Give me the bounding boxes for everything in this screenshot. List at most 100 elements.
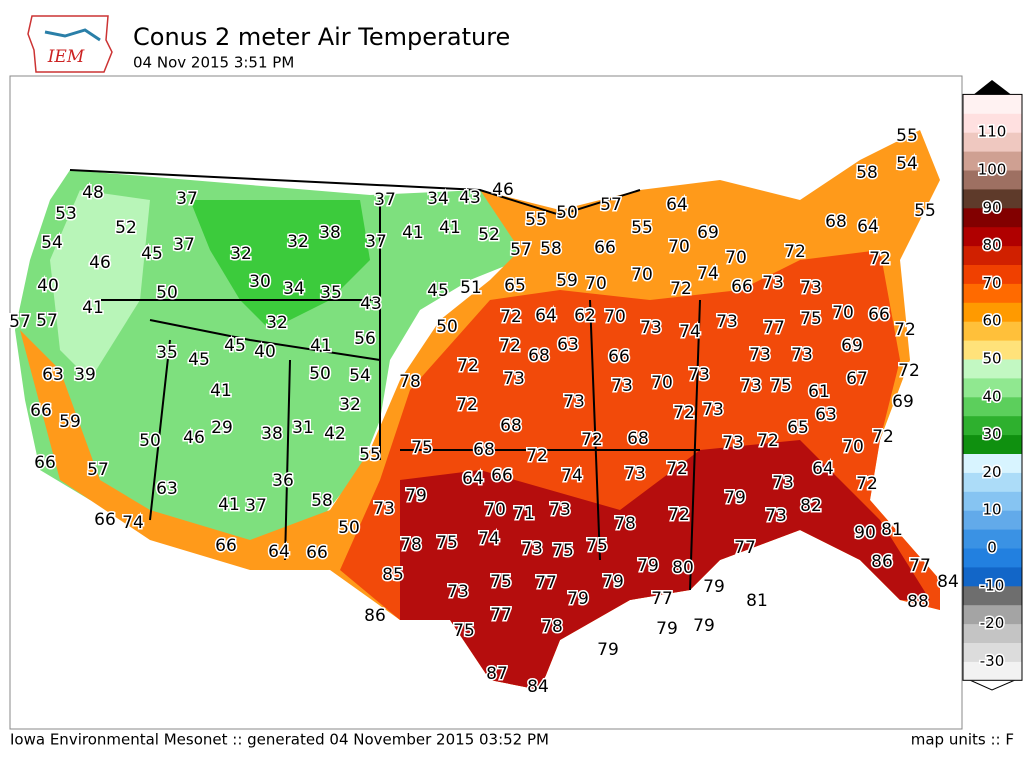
station-temp: 45: [141, 244, 163, 264]
station-temp: 69: [892, 392, 914, 412]
colorbar-bin: [963, 377, 1022, 398]
station-temp: 75: [552, 541, 574, 561]
station-temp: 87: [486, 664, 508, 684]
station-temp: 54: [896, 154, 918, 174]
station-temp: 37: [365, 232, 387, 252]
colorbar-bin: [963, 453, 1022, 473]
station-temp: 73: [740, 376, 762, 396]
colorbar-tick-label: 20: [982, 463, 1001, 481]
station-temp: 64: [666, 195, 688, 215]
station-temp: 72: [456, 395, 478, 415]
station-temp: 72: [457, 356, 479, 376]
station-temp: 81: [746, 591, 768, 611]
station-temp: 68: [627, 429, 649, 449]
station-temp: 63: [156, 479, 178, 499]
station-temp: 79: [405, 486, 427, 506]
station-temp: 73: [716, 312, 738, 332]
station-temp: 73: [722, 433, 744, 453]
colorbar-tick-label: 90: [982, 198, 1001, 216]
station-temp: 68: [473, 440, 495, 460]
colorbar-tick-label: 60: [982, 312, 1001, 330]
station-temp: 73: [521, 539, 543, 559]
station-temp: 54: [41, 233, 63, 253]
station-temp: 46: [183, 428, 205, 448]
region-hottest: [400, 440, 930, 690]
station-temp: 50: [436, 317, 458, 337]
station-temp: 70: [668, 237, 690, 257]
station-temp: 50: [139, 431, 161, 451]
colorbar-bin: [963, 226, 1022, 247]
station-temp: 74: [697, 264, 719, 284]
station-temp: 65: [504, 276, 526, 296]
station-temp: 72: [898, 361, 920, 381]
station-temp: 66: [491, 466, 513, 486]
station-temp: 68: [825, 212, 847, 232]
station-temp: 72: [784, 242, 806, 262]
station-temp: 73: [624, 464, 646, 484]
station-temp: 38: [319, 223, 341, 243]
station-temp: 69: [697, 223, 719, 243]
colorbar-tick-label: 80: [982, 236, 1001, 254]
colorbar-tick-label: 30: [982, 425, 1001, 443]
colorbar-bin: [963, 321, 1022, 341]
station-temp: 29: [211, 418, 233, 438]
station-temp: 70: [484, 500, 506, 520]
station-temp: 50: [556, 203, 578, 223]
station-temp: 73: [563, 392, 585, 412]
station-temp: 45: [188, 350, 210, 370]
station-temp: 58: [856, 163, 878, 183]
region-mild: [50, 190, 150, 380]
station-temp: 75: [586, 536, 608, 556]
station-temp: 79: [693, 616, 715, 636]
station-temp: 38: [261, 424, 283, 444]
colorbar-bin: [963, 151, 1022, 171]
colorbar-tick-label: 100: [978, 161, 1007, 179]
colorbar-bin: [963, 566, 1022, 587]
colorbar-bin: [963, 94, 1022, 114]
station-temp: 73: [702, 400, 724, 420]
colorbar-tick-label: 10: [982, 501, 1001, 519]
station-temp: 73: [447, 582, 469, 602]
station-temp: 43: [459, 188, 481, 208]
station-temp: 58: [311, 491, 333, 511]
station-temp: 64: [268, 542, 290, 562]
station-temp: 48: [82, 183, 104, 203]
station-temp: 37: [374, 190, 396, 210]
station-temp: 63: [815, 405, 837, 425]
station-temp: 52: [478, 225, 500, 245]
colorbar-tick-label: -10: [980, 576, 1005, 594]
station-temp: 72: [666, 459, 688, 479]
station-temp: 78: [400, 535, 422, 555]
colorbar-bin: [963, 604, 1022, 625]
station-temp: 70: [725, 248, 747, 268]
station-temp: 73: [749, 345, 771, 365]
station-temp: 82: [800, 496, 822, 516]
station-temp: 77: [734, 538, 756, 558]
station-temp: 77: [763, 318, 785, 338]
station-temp: 55: [896, 126, 918, 146]
station-temp: 75: [436, 533, 458, 553]
station-temp: 75: [770, 376, 792, 396]
station-temp: 66: [215, 536, 237, 556]
station-temp: 57: [600, 195, 622, 215]
station-temp: 37: [173, 235, 195, 255]
title: Conus 2 meter Air Temperature: [133, 23, 510, 51]
station-temp: 70: [631, 265, 653, 285]
station-temp: 37: [245, 496, 267, 516]
colorbar-tick-label: 70: [982, 274, 1001, 292]
station-temp: 90: [854, 523, 876, 543]
station-temp: 75: [490, 572, 512, 592]
borders: [69, 169, 701, 591]
station-temp: 74: [561, 466, 583, 486]
colorbar-tick-label: 50: [982, 350, 1001, 368]
colorbar-tick-label: 110: [978, 123, 1007, 141]
colorbar-tick-label: -20: [980, 614, 1005, 632]
station-temp: 73: [503, 369, 525, 389]
station-temp: 51: [460, 278, 482, 298]
station-temp: 73: [549, 500, 571, 520]
station-temp: 73: [762, 273, 784, 293]
station-temp: 46: [89, 253, 111, 273]
